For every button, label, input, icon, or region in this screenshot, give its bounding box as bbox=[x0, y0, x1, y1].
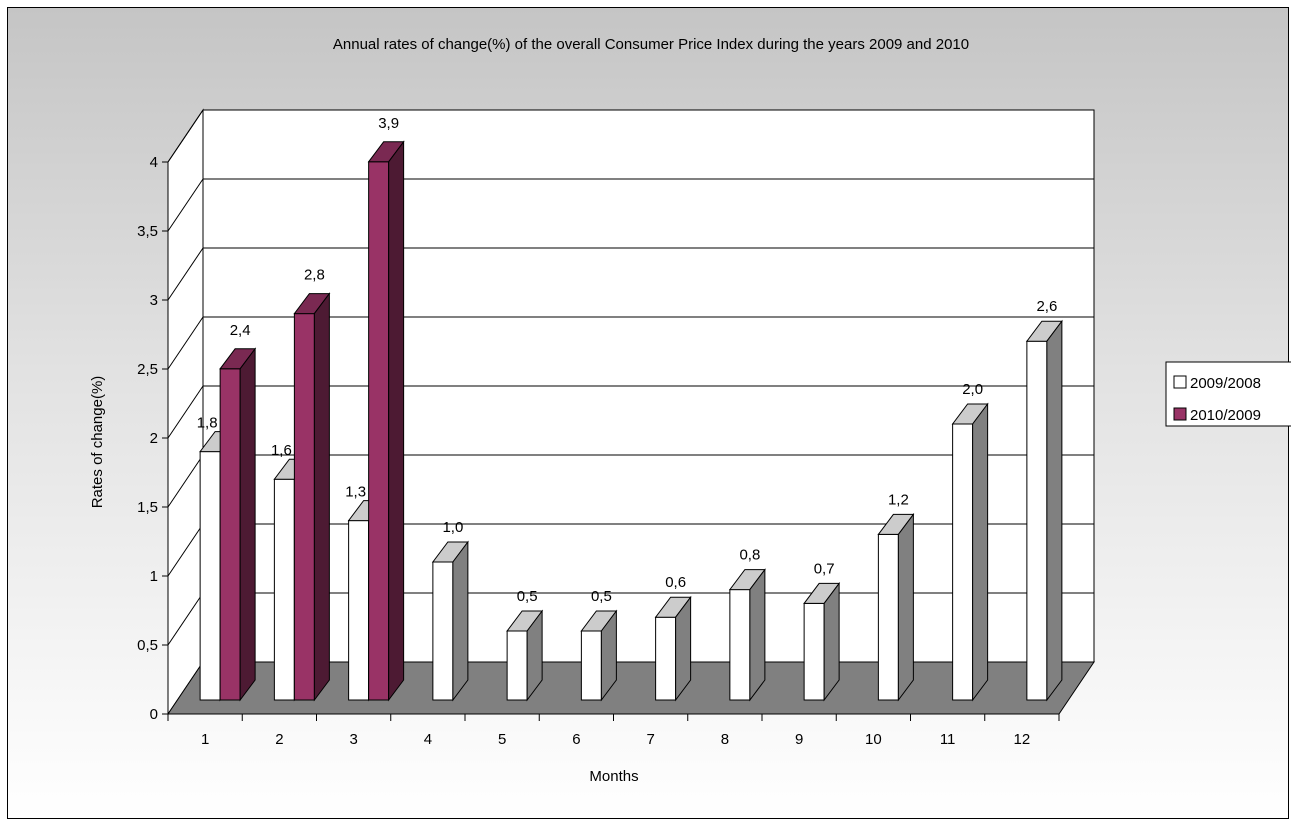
data-label: 2,4 bbox=[230, 322, 251, 339]
bar-2009-2008-front bbox=[199, 451, 221, 701]
x-tick-label: 11 bbox=[940, 731, 956, 748]
gridline-side bbox=[167, 592, 204, 646]
x-tick-label: 1 bbox=[201, 731, 209, 748]
data-label: 2,0 bbox=[962, 381, 983, 398]
y-tick-label: 1 bbox=[150, 568, 158, 585]
gridline-side bbox=[167, 454, 204, 508]
x-tick-label: 7 bbox=[646, 731, 654, 748]
x-tick-label: 6 bbox=[572, 731, 580, 748]
data-label: 3,9 bbox=[378, 115, 399, 132]
y-tick-label: 3 bbox=[150, 292, 158, 309]
legend-label: 2010/2009 bbox=[1190, 407, 1261, 424]
bar-2009-2008-side bbox=[600, 609, 617, 702]
bar-2009-2008-side bbox=[897, 512, 914, 702]
bar-2009-2008 bbox=[803, 581, 841, 702]
x-tick-label: 3 bbox=[349, 731, 357, 748]
bar-2009-2008-front bbox=[580, 630, 602, 701]
bar-2009-2008-side bbox=[749, 568, 766, 702]
plot-area: 00,511,522,533,541 2 3 4 5 6 7 8 9 10 11 121,82,41,… bbox=[137, 108, 1095, 748]
legend-swatch bbox=[1173, 375, 1187, 389]
bar-2009-2008-front bbox=[432, 561, 454, 701]
data-label: 0,7 bbox=[814, 560, 835, 577]
bar-2010-2009 bbox=[367, 140, 405, 702]
bar-2010-2009-side bbox=[313, 292, 330, 702]
data-label: 2,6 bbox=[1036, 298, 1057, 315]
data-label: 1,0 bbox=[442, 519, 463, 536]
x-tick-label: 12 bbox=[1014, 731, 1031, 748]
x-tick-label: 5 bbox=[498, 731, 506, 748]
gridline-side bbox=[167, 385, 204, 439]
bar-2009-2008-front bbox=[877, 533, 899, 701]
gridline-side bbox=[167, 178, 204, 232]
legend-box bbox=[1165, 361, 1291, 427]
gridline-side bbox=[167, 316, 204, 370]
bar-2009-2008-side bbox=[1046, 319, 1063, 702]
x-tick-label: 2 bbox=[275, 731, 283, 748]
x-axis-title: Months bbox=[589, 768, 638, 785]
bar-2010-2009 bbox=[219, 347, 257, 702]
bar-2009-2008-side bbox=[526, 609, 543, 702]
legend-swatch bbox=[1173, 407, 1187, 421]
bar-2010-2009-front bbox=[368, 161, 390, 701]
bar-2009-2008-side bbox=[452, 540, 469, 702]
y-tick-label: 1,5 bbox=[137, 499, 158, 516]
bar-2009-2008 bbox=[951, 402, 989, 702]
y-tick-label: 2 bbox=[150, 430, 158, 447]
bar-2009-2008 bbox=[506, 609, 544, 702]
data-label: 2,8 bbox=[304, 267, 325, 284]
bar-2009-2008-side bbox=[675, 595, 692, 702]
bar-2009-2008-side bbox=[823, 581, 840, 702]
bar-2009-2008 bbox=[1025, 319, 1063, 702]
y-tick-label: 0,5 bbox=[137, 637, 158, 654]
data-label: 0,6 bbox=[665, 574, 686, 591]
data-label: 1,8 bbox=[197, 415, 218, 432]
gridline-side bbox=[167, 523, 204, 577]
bar-2009-2008-front bbox=[1026, 340, 1048, 701]
chart-title: Annual rates of change(%) of the overall… bbox=[333, 36, 969, 53]
data-label: 1,6 bbox=[271, 442, 292, 459]
bar-2009-2008-front bbox=[803, 602, 825, 701]
bar-2009-2008-front bbox=[952, 423, 974, 701]
x-tick-label: 8 bbox=[721, 731, 729, 748]
bar-2010-2009-side bbox=[239, 347, 256, 702]
bar-2009-2008-front bbox=[348, 520, 370, 701]
legend-label: 2009/2008 bbox=[1190, 375, 1261, 392]
bar-2010-2009-front bbox=[293, 313, 315, 701]
data-label: 0,5 bbox=[591, 588, 612, 605]
bar-2009-2008 bbox=[877, 512, 915, 702]
gridline-side bbox=[167, 109, 204, 163]
data-label: 0,8 bbox=[739, 547, 760, 564]
bar-2009-2008-front bbox=[506, 630, 528, 701]
y-tick-label: 4 bbox=[150, 154, 158, 171]
bar-2010-2009-side bbox=[388, 140, 405, 702]
y-tick-label: 0 bbox=[150, 706, 158, 723]
bar-2009-2008 bbox=[728, 568, 766, 702]
y-tick-label: 3,5 bbox=[137, 223, 158, 240]
bar-2009-2008 bbox=[580, 609, 618, 702]
gridline-side bbox=[167, 247, 204, 301]
data-label: 1,2 bbox=[888, 491, 909, 508]
y-axis-title: Rates of change(%) bbox=[89, 376, 106, 509]
bar-2009-2008 bbox=[431, 540, 469, 702]
x-tick-label: 9 bbox=[795, 731, 803, 748]
x-tick-label: 4 bbox=[424, 731, 432, 748]
data-label: 0,5 bbox=[517, 588, 538, 605]
legend: 2009/2008 2010/2009 bbox=[1165, 361, 1291, 427]
data-label: 1,3 bbox=[345, 484, 366, 501]
bar-2009-2008 bbox=[654, 595, 692, 702]
bar-2010-2009-front bbox=[219, 368, 241, 701]
bar-2009-2008-front bbox=[273, 478, 295, 701]
bar-2010-2009 bbox=[293, 292, 331, 702]
x-tick-label: 10 bbox=[865, 731, 882, 748]
bar-2009-2008-front bbox=[729, 589, 751, 701]
bar-2009-2008-side bbox=[972, 402, 989, 702]
y-tick-label: 2,5 bbox=[137, 361, 158, 378]
bar-2009-2008-front bbox=[655, 616, 677, 701]
